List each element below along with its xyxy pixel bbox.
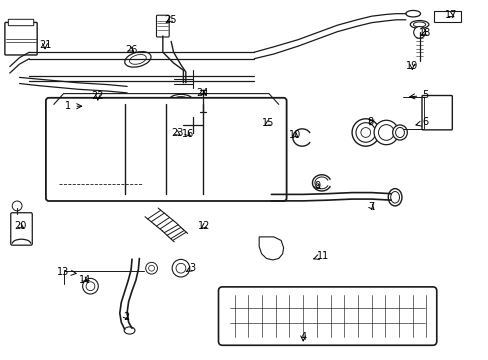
Circle shape — [172, 260, 189, 277]
Ellipse shape — [392, 125, 407, 140]
FancyBboxPatch shape — [8, 19, 34, 26]
Text: 20: 20 — [14, 221, 27, 231]
Text: 25: 25 — [163, 15, 176, 25]
Circle shape — [86, 282, 95, 291]
Circle shape — [351, 119, 379, 146]
Circle shape — [176, 263, 185, 273]
FancyBboxPatch shape — [221, 121, 270, 132]
Ellipse shape — [390, 192, 399, 203]
Ellipse shape — [169, 94, 192, 106]
FancyBboxPatch shape — [46, 98, 286, 201]
Text: 11: 11 — [313, 251, 328, 261]
Ellipse shape — [124, 51, 151, 67]
Circle shape — [378, 125, 393, 140]
Polygon shape — [259, 237, 283, 260]
Text: 17: 17 — [444, 10, 456, 20]
Text: 9: 9 — [314, 181, 320, 192]
Text: 1: 1 — [65, 101, 81, 111]
Text: 16: 16 — [182, 129, 194, 139]
Ellipse shape — [413, 22, 425, 27]
Ellipse shape — [405, 10, 420, 17]
Text: 4: 4 — [300, 332, 305, 342]
Text: 14: 14 — [79, 275, 91, 285]
Text: 21: 21 — [39, 40, 51, 50]
Text: 26: 26 — [124, 45, 137, 55]
Ellipse shape — [128, 112, 160, 126]
Text: 23: 23 — [170, 128, 183, 138]
Ellipse shape — [387, 189, 401, 206]
Text: 19: 19 — [405, 60, 418, 71]
FancyBboxPatch shape — [156, 15, 169, 37]
Circle shape — [413, 27, 425, 38]
Ellipse shape — [122, 109, 166, 129]
Text: 10: 10 — [288, 130, 301, 140]
Ellipse shape — [124, 327, 135, 334]
Text: 24: 24 — [196, 88, 209, 98]
Text: 2: 2 — [123, 312, 129, 322]
Circle shape — [360, 127, 370, 138]
Circle shape — [145, 262, 157, 274]
Ellipse shape — [129, 54, 146, 64]
Text: 6: 6 — [415, 117, 427, 127]
Text: 12: 12 — [198, 221, 210, 231]
Circle shape — [355, 123, 375, 142]
FancyBboxPatch shape — [218, 287, 436, 345]
FancyBboxPatch shape — [421, 95, 451, 130]
Text: 18: 18 — [418, 28, 431, 38]
Circle shape — [148, 265, 154, 271]
Ellipse shape — [173, 96, 188, 104]
Text: 15: 15 — [261, 118, 274, 129]
Text: 5: 5 — [409, 90, 427, 100]
FancyBboxPatch shape — [11, 213, 32, 245]
Text: 7: 7 — [368, 202, 374, 212]
Ellipse shape — [409, 21, 428, 28]
Circle shape — [373, 120, 398, 145]
Text: 22: 22 — [91, 91, 104, 102]
Ellipse shape — [395, 127, 404, 138]
FancyBboxPatch shape — [5, 22, 37, 55]
Text: 3: 3 — [186, 263, 195, 273]
Circle shape — [12, 201, 22, 211]
Text: 8: 8 — [367, 117, 373, 127]
Circle shape — [82, 278, 98, 294]
Bar — [433, 11, 460, 22]
Text: 13: 13 — [57, 267, 76, 277]
